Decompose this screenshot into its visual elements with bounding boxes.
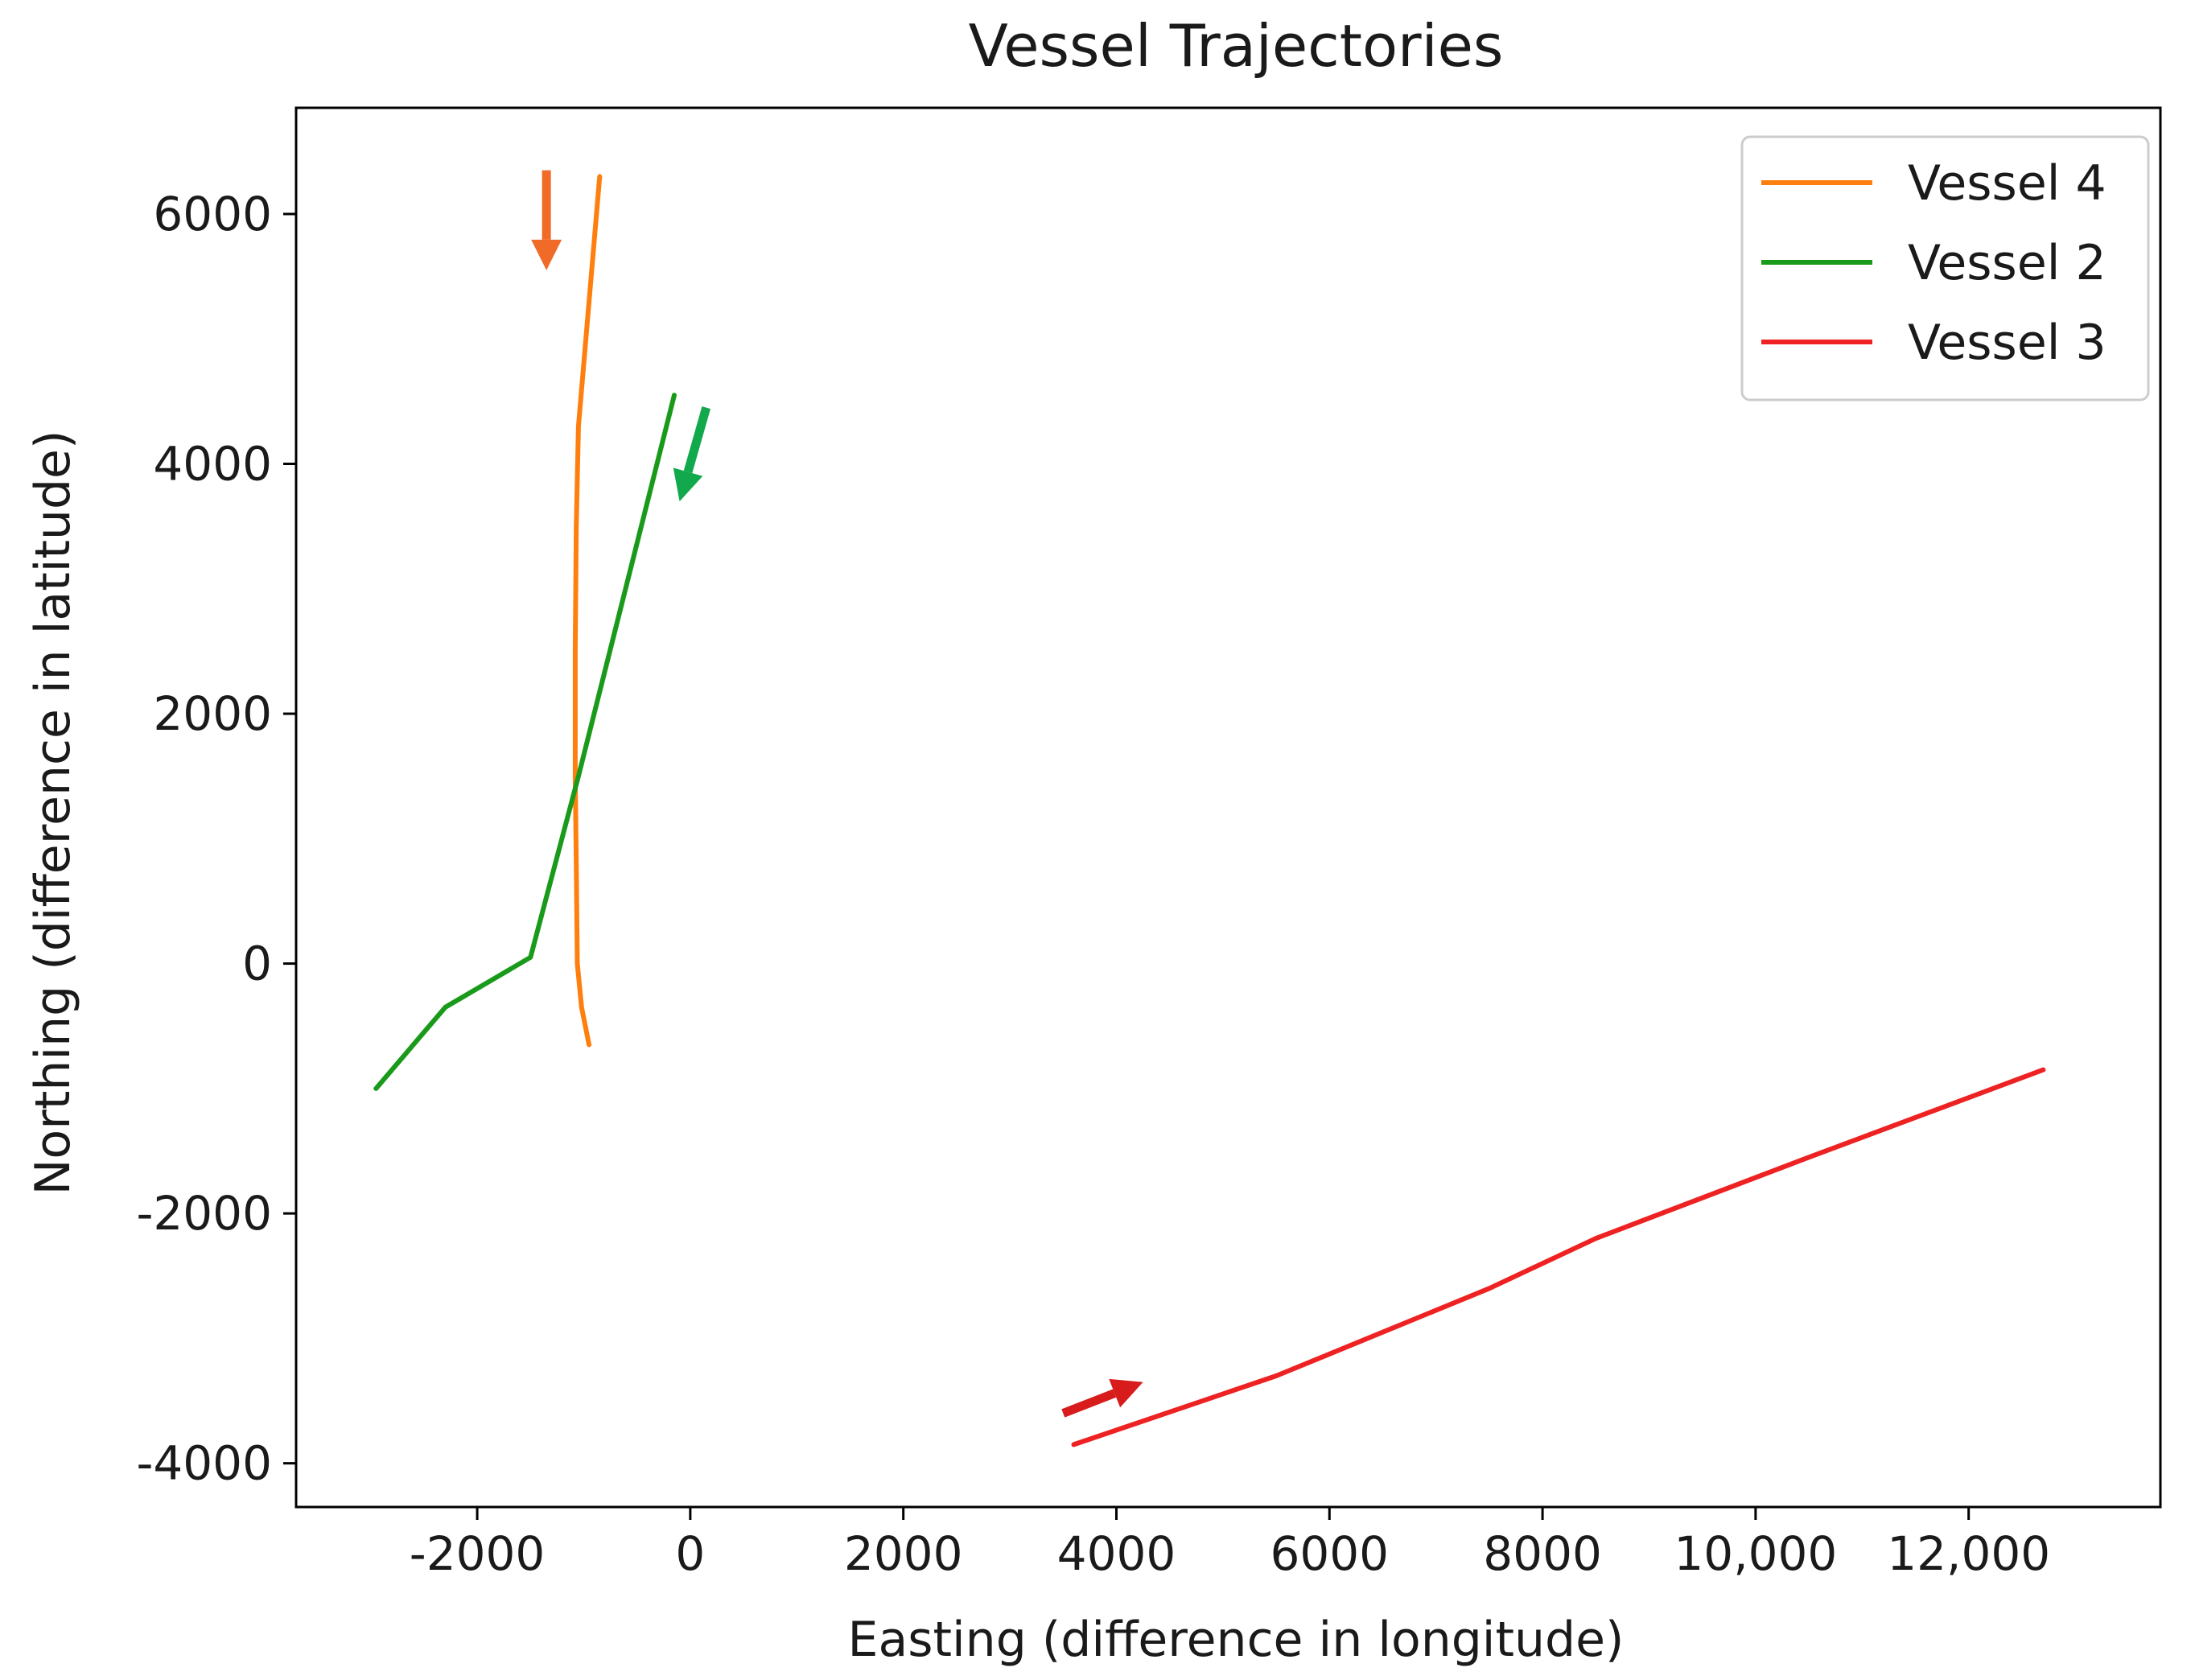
- y-tick-label: -4000: [136, 1436, 272, 1491]
- direction-arrow-1: [531, 170, 562, 270]
- x-tick-label: 0: [675, 1526, 705, 1581]
- series-line-2: [373, 393, 677, 1091]
- axes: -2000 0 2000 4000 6000 8000 10,000 12,000 -4000 -…: [136, 106, 2162, 1581]
- arrow-head: [1109, 1378, 1143, 1408]
- x-tick-label: -2000: [410, 1526, 546, 1581]
- plot-frame: [294, 106, 2162, 1509]
- x-tick-label: 2000: [844, 1526, 963, 1581]
- x-axis-label: Easting (difference in longitude): [848, 1612, 1625, 1668]
- legend-label-3: Vessel 3: [1908, 315, 2106, 371]
- y-tick-label: 2000: [153, 686, 272, 741]
- x-tick-label: 6000: [1270, 1526, 1389, 1581]
- arrow-shaft: [683, 406, 711, 474]
- legend-label-2: Vessel 2: [1908, 235, 2106, 291]
- y-tick-label: 0: [242, 937, 272, 991]
- x-tick-label: 4000: [1057, 1526, 1176, 1581]
- series-line-3: [1071, 1067, 2046, 1447]
- arrow-head: [531, 239, 562, 270]
- legend-box: [1740, 135, 2150, 401]
- x-tick-label: 8000: [1483, 1526, 1602, 1581]
- direction-arrow-3: [1061, 1378, 1143, 1418]
- arrow-shaft: [1061, 1389, 1117, 1418]
- direction-arrow-2: [673, 406, 711, 502]
- series-lines: [373, 174, 2046, 1447]
- chart-title: Vessel Trajectories: [969, 12, 1504, 80]
- legend-label-1: Vessel 4: [1908, 155, 2106, 212]
- x-tick-label: 12,000: [1887, 1526, 2050, 1581]
- y-tick-label: -2000: [136, 1186, 272, 1241]
- series-line-1: [572, 174, 603, 1048]
- direction-arrows: [531, 170, 1143, 1418]
- legend: Vessel 4 Vessel 2 Vessel 3: [1740, 135, 2150, 401]
- y-axis-label: Northing (difference in latitude): [25, 430, 81, 1196]
- x-tick-label: 10,000: [1674, 1526, 1837, 1581]
- y-tick-label: 6000: [153, 187, 272, 241]
- y-tick-label: 4000: [153, 437, 272, 492]
- arrow-head: [673, 467, 703, 502]
